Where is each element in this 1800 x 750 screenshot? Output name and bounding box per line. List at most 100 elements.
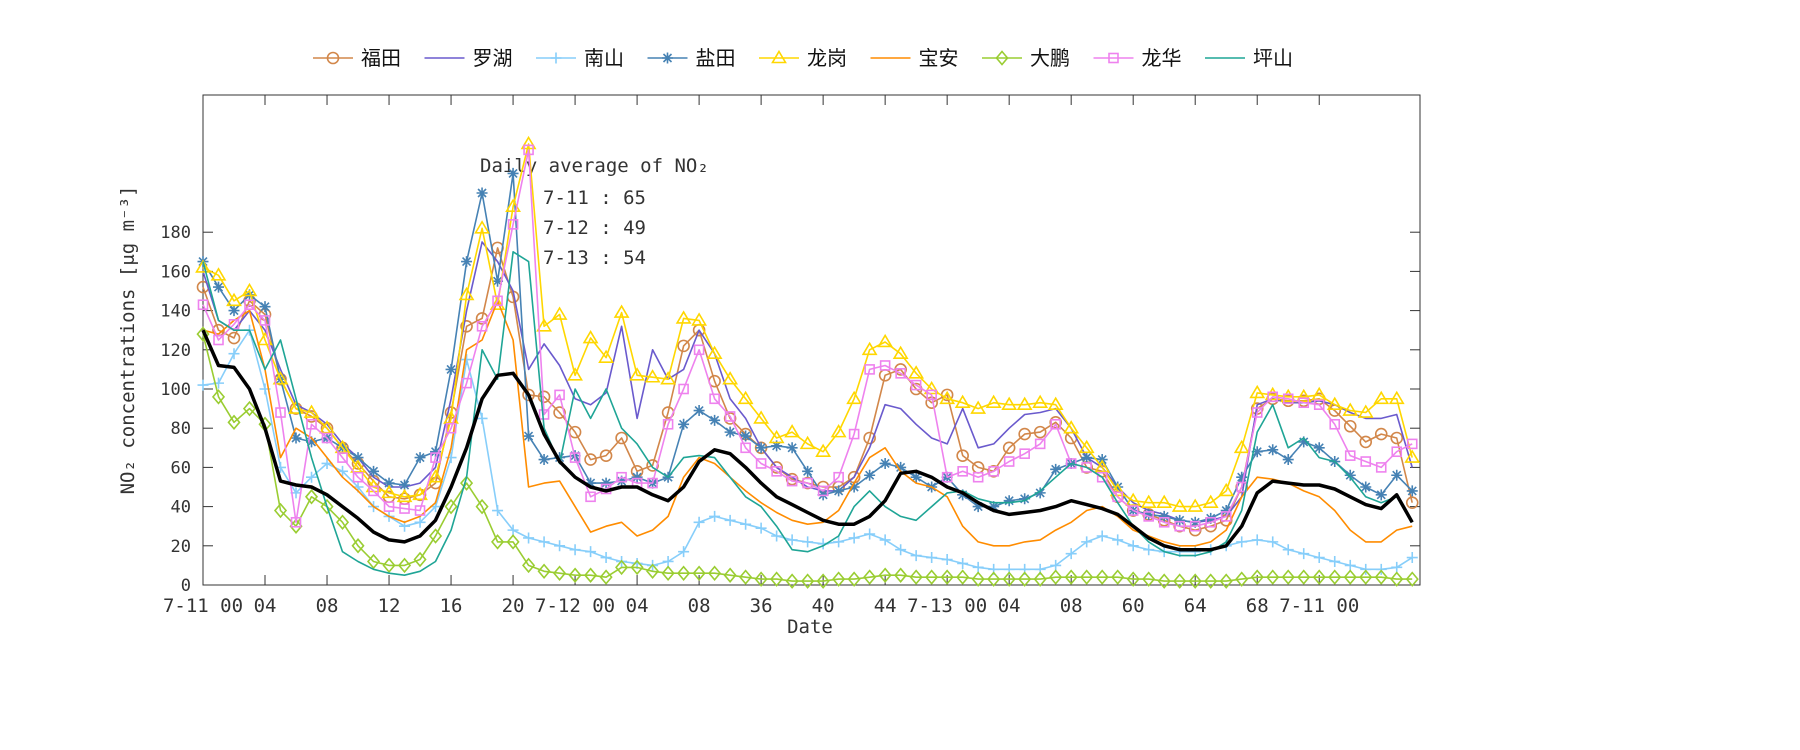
marker [1001, 396, 1018, 410]
x-tick-label: 40 [812, 595, 835, 617]
marker [785, 573, 799, 589]
marker [1404, 449, 1421, 463]
marker [987, 465, 1000, 478]
marker [461, 256, 473, 268]
legend-label: 罗湖 [473, 46, 513, 70]
marker [861, 341, 878, 356]
marker [1233, 439, 1250, 454]
marker [475, 498, 489, 515]
marker [926, 552, 938, 564]
marker [289, 518, 303, 534]
marker [956, 569, 970, 585]
marker [1344, 450, 1356, 461]
marker [925, 569, 939, 585]
marker [461, 354, 473, 366]
marker [1342, 402, 1359, 416]
marker [646, 459, 659, 472]
marker [476, 187, 488, 199]
marker [290, 432, 302, 444]
marker [306, 471, 318, 483]
marker [1359, 569, 1373, 585]
marker [600, 552, 612, 564]
x-tick-label: 7-12 00 [535, 595, 615, 617]
legend-label: 龙华 [1142, 46, 1182, 70]
legend-label: 福田 [361, 46, 401, 70]
series [202, 300, 1413, 547]
series-line [201, 329, 1414, 552]
marker [197, 299, 209, 311]
marker [1297, 569, 1311, 585]
marker [1391, 561, 1403, 573]
marker [1096, 530, 1108, 542]
marker [723, 412, 737, 425]
marker [1235, 571, 1249, 587]
marker [197, 379, 209, 391]
marker [988, 501, 1000, 513]
marker [1236, 471, 1248, 483]
marker [1019, 448, 1030, 459]
marker [1218, 482, 1235, 497]
marker [771, 440, 783, 452]
y-tick-label: 40 [171, 498, 191, 518]
marker [259, 315, 271, 326]
marker [554, 389, 565, 401]
marker [662, 52, 673, 64]
x-tick-label: 04 [254, 595, 277, 617]
marker [848, 428, 860, 440]
marker [259, 301, 271, 313]
marker [227, 331, 241, 345]
marker [1251, 446, 1263, 458]
marker [753, 410, 770, 424]
marker [895, 461, 907, 473]
marker [522, 557, 536, 574]
marker [677, 565, 691, 581]
marker [1295, 388, 1312, 403]
marker [1282, 393, 1294, 405]
marker [228, 319, 240, 330]
marker [1063, 420, 1080, 434]
y-tick-label: 60 [171, 458, 191, 478]
marker [1202, 494, 1219, 508]
marker [832, 571, 846, 587]
marker [1187, 498, 1204, 512]
marker [272, 371, 289, 385]
marker [383, 477, 395, 489]
marker [227, 414, 241, 431]
marker [892, 345, 909, 360]
marker [444, 498, 458, 515]
marker [1064, 569, 1078, 585]
marker [630, 559, 644, 576]
marker [554, 452, 566, 464]
marker [770, 571, 784, 587]
marker [1018, 427, 1031, 441]
marker [1143, 544, 1155, 556]
marker [1034, 487, 1046, 499]
marker [941, 554, 953, 566]
marker [799, 435, 816, 450]
marker [692, 565, 706, 581]
x-tick-label: 16 [440, 595, 463, 617]
marker [553, 406, 566, 419]
marker [1328, 569, 1342, 585]
marker [460, 475, 474, 491]
annotation-line: 7-12 : 49 [543, 217, 646, 239]
marker [988, 466, 999, 477]
marker [396, 488, 413, 503]
marker [1406, 438, 1418, 450]
marker [553, 565, 567, 581]
marker [895, 368, 906, 379]
marker [414, 452, 426, 464]
marker [368, 485, 379, 497]
marker [908, 365, 925, 379]
legend-item: 坪山 [1205, 46, 1293, 70]
marker [427, 469, 444, 483]
marker [1095, 569, 1109, 585]
marker [522, 388, 535, 402]
y-tick-label: 180 [160, 223, 191, 243]
marker [567, 367, 583, 381]
marker [1065, 548, 1077, 560]
marker [569, 452, 581, 463]
legend-label: 南山 [584, 46, 624, 70]
marker [1096, 471, 1108, 483]
